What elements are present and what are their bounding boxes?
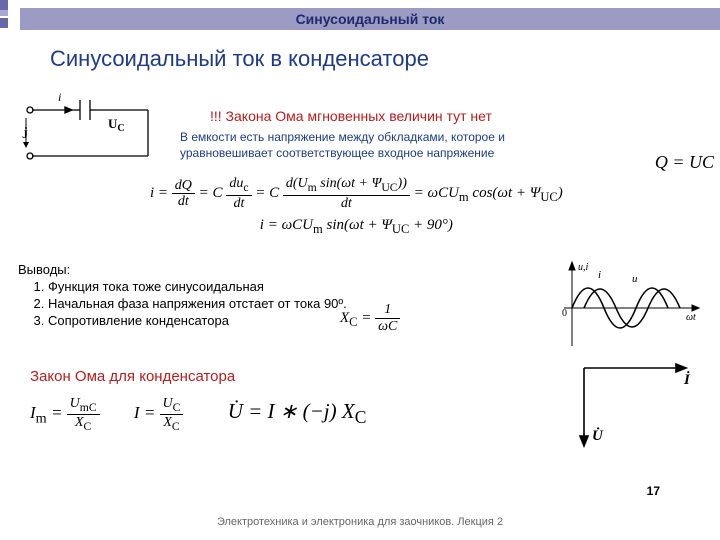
explain-text: В емкости есть напряжение между обкладка… [180,130,570,161]
svg-text:UC: UC [108,116,125,134]
i-label: i [58,90,61,104]
conclusion-item: Начальная фаза напряжения отстает от ток… [48,296,347,311]
svg-text:u,i: u,i [578,262,589,273]
svg-text:İ: İ [683,371,691,388]
xc-equation: XC = 1ωC [340,302,400,335]
eq-line-1: i = dQdt = C ducdt = C d(Um sin(ωt + ΨUC… [150,176,563,211]
header-label: Синусоидальный ток [296,11,445,27]
sine-waveform-graph: u,i ωt i u 0 [554,258,704,353]
ohm-law-label: Закон Ома для конденсатора [30,368,235,385]
svg-text:0: 0 [562,308,567,319]
conclusion-item: Сопротивление конденсатора [48,313,347,328]
footer-text: Электротехника и электроника для заочник… [0,516,720,528]
svg-text:ωt: ωt [686,312,696,323]
header-bar: Синусоидальный ток [20,8,720,30]
conclusions-label: Выводы: [18,262,347,277]
capacitor-circuit-diagram: i UC J [20,88,160,170]
phasor-diagram: İ U̇ [564,358,704,453]
j-label: J [22,127,28,141]
q-uc-equation: Q = UC [655,152,714,173]
page-number: 17 [647,484,660,498]
svg-text:i: i [598,269,601,281]
conclusions: Выводы: Функция тока тоже синусоидальная… [18,262,347,330]
svg-text:U̇: U̇ [592,427,604,444]
ohm-law-equations: Im = UmCXC I = UCXC U̇ = I ∗ (−j) XC [30,396,366,433]
derivation-equations: i = dQdt = C ducdt = C d(Um sin(ωt + ΨUC… [150,176,563,237]
eq-line-2: i = ωCUm sin(ωt + ΨUC + 90°) [150,217,563,237]
ohm-warning: !!! Закона Ома мгновенных величин тут не… [210,108,492,124]
page-title: Синусоидальный ток в конденсаторе [50,46,429,72]
conclusion-item: Функция тока тоже синусоидальная [48,279,347,294]
svg-text:u: u [632,273,638,285]
